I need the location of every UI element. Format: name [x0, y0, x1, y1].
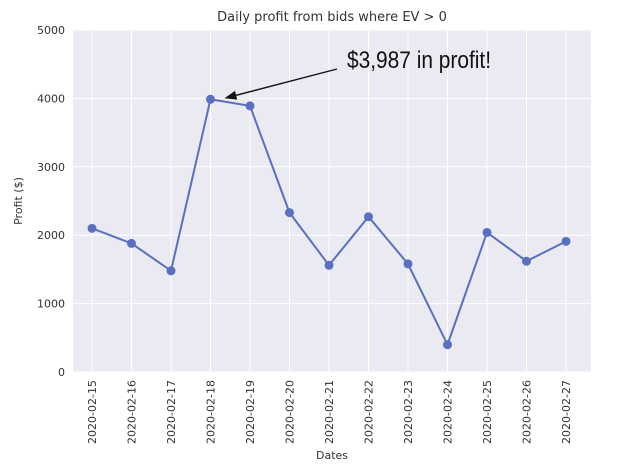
- y-tick-label: 2000: [37, 229, 65, 242]
- series-points: [87, 94, 571, 350]
- data-point: [166, 266, 176, 276]
- annotation: $3,987 in profit!: [224, 47, 491, 100]
- x-tick-label: 2020-02-21: [323, 380, 336, 444]
- x-tick-label: 2020-02-15: [86, 380, 99, 444]
- x-tick-label: 2020-02-22: [363, 380, 376, 444]
- x-tick-label: 2020-02-23: [402, 380, 415, 444]
- x-tick-label: 2020-02-27: [560, 380, 573, 444]
- data-point: [87, 223, 97, 233]
- data-point: [245, 101, 255, 111]
- x-axis-title: Dates: [316, 449, 348, 462]
- data-point: [324, 260, 334, 270]
- y-tick-label: 0: [58, 366, 65, 379]
- y-tick-label: 4000: [37, 92, 65, 105]
- data-point: [482, 227, 492, 237]
- x-tick-label: 2020-02-17: [165, 380, 178, 444]
- x-tick-label: 2020-02-16: [126, 380, 139, 444]
- annotation-arrow: [235, 68, 338, 96]
- y-tick-label: 3000: [37, 161, 65, 174]
- data-point: [522, 256, 531, 266]
- data-point: [443, 340, 452, 350]
- x-tick-label: 2020-02-20: [284, 380, 297, 444]
- plot-background: [73, 30, 591, 372]
- data-point: [561, 236, 571, 246]
- x-tick-label: 2020-02-24: [442, 380, 455, 444]
- x-tick-label: 2020-02-19: [244, 380, 257, 444]
- x-tick-label: 2020-02-18: [205, 380, 218, 444]
- data-point: [364, 212, 373, 222]
- annotation-arrowhead: [224, 90, 238, 100]
- x-ticks: 2020-02-15 2020-02-16 2020-02-17 2020-02-18…: [86, 380, 573, 444]
- y-axis-title: Profit ($): [12, 177, 25, 225]
- x-tick-label: 2020-02-25: [481, 380, 494, 444]
- data-point: [127, 238, 136, 248]
- y-ticks: 0 1000 2000 3000 4000 5000: [37, 24, 65, 379]
- grid: [73, 29, 591, 373]
- chart-title: Daily profit from bids where EV > 0: [217, 10, 447, 25]
- y-tick-label: 5000: [37, 24, 65, 37]
- annotation-text: $3,987 in profit!: [347, 47, 491, 74]
- data-point: [285, 208, 294, 218]
- x-tick-label: 2020-02-26: [521, 380, 534, 444]
- data-point: [206, 94, 215, 104]
- data-point: [403, 259, 413, 269]
- y-tick-label: 1000: [37, 298, 65, 311]
